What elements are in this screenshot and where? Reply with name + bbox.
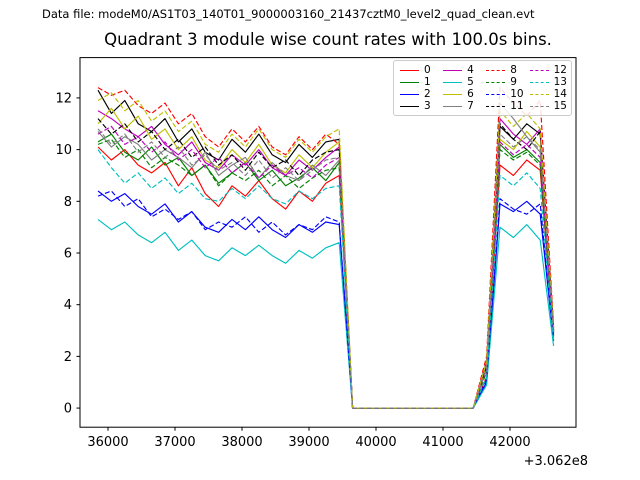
- legend-line-sample: [486, 93, 506, 95]
- legend-label: 1: [424, 76, 431, 88]
- legend-label: 4: [467, 64, 474, 76]
- y-tick-label: 4: [64, 298, 72, 313]
- legend-entry-15: 15: [529, 100, 567, 112]
- legend-entry-4: 4: [443, 64, 480, 76]
- legend-label: 11: [510, 100, 524, 112]
- legend-label: 8: [510, 64, 517, 76]
- x-tick-label: 37000: [154, 435, 195, 450]
- y-tick-label: 2: [64, 350, 72, 365]
- y-tick-label: 10: [55, 143, 72, 158]
- legend-line-sample: [400, 69, 419, 71]
- legend-label: 5: [467, 76, 474, 88]
- y-tick-label: 12: [55, 91, 72, 106]
- legend-label: 7: [467, 100, 474, 112]
- datafile-label: Data file: modeM0/AS1T03_140T01_90000031…: [42, 7, 535, 21]
- chart-title: Quadrant 3 module wise count rates with …: [104, 30, 552, 49]
- legend-entry-7: 7: [443, 100, 480, 112]
- legend-label: 6: [467, 88, 474, 100]
- legend-line-sample: [400, 81, 419, 83]
- legend: 0 1 2 3 4 5 6 7 8 9 10 11 12 13 14 15: [393, 60, 572, 116]
- legend-line-sample: [529, 81, 549, 83]
- legend-line-sample: [486, 81, 506, 83]
- legend-label: 13: [553, 76, 567, 88]
- legend-label: 10: [510, 88, 524, 100]
- x-tick-label: 38000: [221, 435, 262, 450]
- x-tick-label: 36000: [87, 435, 128, 450]
- legend-entry-14: 14: [529, 88, 567, 100]
- legend-label: 12: [553, 64, 567, 76]
- x-tick-label: 41000: [422, 435, 463, 450]
- legend-label: 9: [510, 76, 517, 88]
- legend-entry-3: 3: [400, 100, 437, 112]
- legend-label: 0: [424, 64, 431, 76]
- x-tick-label: 39000: [288, 435, 329, 450]
- legend-line-sample: [443, 93, 463, 95]
- legend-entry-8: 8: [486, 64, 523, 76]
- legend-line-sample: [400, 93, 419, 95]
- legend-line-sample: [529, 69, 549, 71]
- legend-line-sample: [486, 105, 506, 107]
- legend-entry-1: 1: [400, 76, 437, 88]
- legend-entry-10: 10: [486, 88, 524, 100]
- legend-label: 3: [424, 100, 431, 112]
- legend-label: 15: [553, 100, 567, 112]
- legend-entry-12: 12: [529, 64, 567, 76]
- legend-entry-9: 9: [486, 76, 523, 88]
- x-tick-label: 42000: [489, 435, 530, 450]
- legend-entry-6: 6: [443, 88, 480, 100]
- x-axis-offset-label: +3.062e8: [524, 454, 588, 469]
- legend-line-sample: [443, 81, 463, 83]
- legend-line-sample: [443, 69, 463, 71]
- y-tick-label: 0: [64, 402, 72, 417]
- legend-line-sample: [529, 105, 549, 107]
- series-line-15: [97, 128, 555, 409]
- series-line-13: [97, 149, 555, 409]
- y-tick-label: 8: [64, 195, 72, 210]
- legend-entry-13: 13: [529, 76, 567, 88]
- legend-line-sample: [486, 69, 506, 71]
- legend-label: 14: [553, 88, 567, 100]
- series-line-5: [97, 218, 555, 409]
- legend-line-sample: [443, 105, 463, 107]
- legend-entry-5: 5: [443, 76, 480, 88]
- x-tick-label: 40000: [355, 435, 396, 450]
- series-line-10: [97, 190, 555, 409]
- legend-entry-0: 0: [400, 64, 437, 76]
- legend-entry-11: 11: [486, 100, 524, 112]
- series-line-14: [97, 92, 555, 409]
- legend-entry-2: 2: [400, 88, 437, 100]
- legend-line-sample: [529, 93, 549, 95]
- axes-frame: [79, 57, 577, 428]
- legend-line-sample: [400, 105, 419, 107]
- series-line-3: [97, 89, 555, 409]
- legend-label: 2: [424, 88, 431, 100]
- y-tick-label: 6: [64, 246, 72, 261]
